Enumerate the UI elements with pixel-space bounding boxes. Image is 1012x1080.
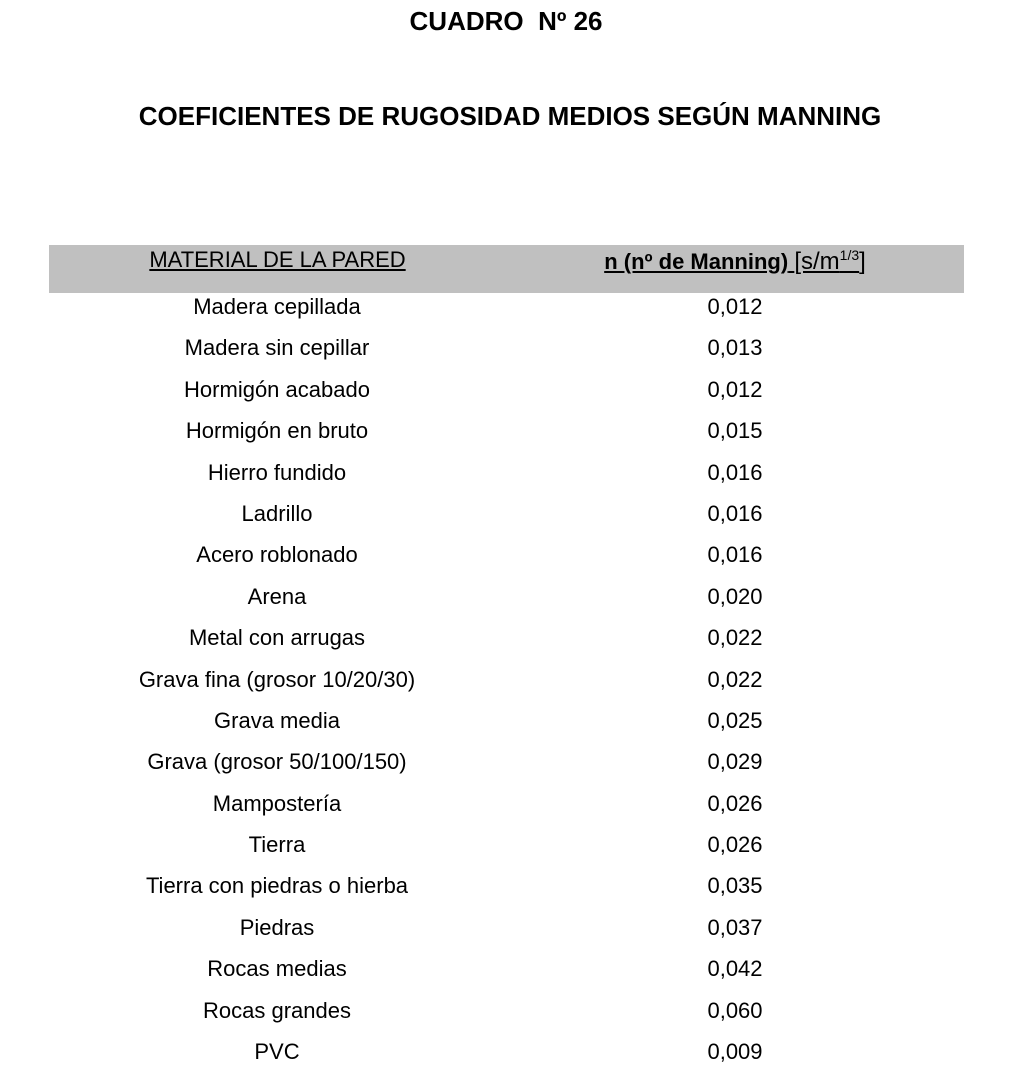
material-cell: Grava (grosor 50/100/150)	[147, 749, 407, 775]
table-number: CUADRO Nº 26	[409, 6, 603, 36]
manning-unit-base: [s/m	[794, 248, 840, 275]
material-cell: PVC	[254, 1039, 300, 1065]
column-header-manning: n (nº de Manning) [s/m1/3]	[535, 248, 935, 276]
manning-value-cell: 0,015	[707, 418, 763, 444]
table-row: Rocas grandes 0,060	[0, 991, 1012, 1032]
material-cell: Madera cepillada	[193, 294, 361, 319]
material-cell: Arena	[247, 583, 307, 609]
material-cell: Tierra	[248, 832, 306, 858]
table-row: Rocas medias 0,042	[0, 949, 1012, 990]
material-cell: Grava fina (grosor 10/20/30)	[138, 666, 416, 692]
table-row: Mampostería 0,026	[0, 784, 1012, 825]
material-cell: Piedras	[239, 914, 315, 940]
table-row: Grava fina (grosor 10/20/30) 0,022	[0, 660, 1012, 701]
table-row: Tierra 0,026	[0, 825, 1012, 866]
table-row: PVC 0,009	[0, 1032, 1012, 1073]
manning-value-cell: 0,029	[707, 749, 763, 775]
manning-value-cell: 0,016	[707, 459, 763, 485]
material-cell: Metal con arrugas	[188, 625, 366, 651]
page-title: COEFICIENTES DE RUGOSIDAD MEDIOS SEGÚN M…	[138, 101, 882, 131]
table-row: Grava (grosor 50/100/150) 0,029	[0, 742, 1012, 783]
manning-value-cell: 0,020	[707, 583, 763, 609]
manning-value-cell: 0,022	[707, 625, 763, 651]
manning-value-cell: 0,026	[707, 790, 763, 816]
manning-value-cell: 0,035	[707, 873, 763, 899]
table-row: Ladrillo 0,016	[0, 494, 1012, 535]
table-header-band	[49, 245, 964, 293]
table-row: Metal con arrugas 0,022	[0, 618, 1012, 659]
table-row: Hormigón acabado 0,012	[0, 370, 1012, 411]
material-cell: Hormigón acabado	[184, 376, 370, 402]
table-row: Tierra con piedras o hierba 0,035	[0, 866, 1012, 907]
material-cell: Acero roblonado	[196, 542, 358, 568]
manning-value-cell: 0,009	[707, 1039, 763, 1065]
table-row: Acero roblonado 0,016	[0, 535, 1012, 576]
table-row: Hormigón en bruto 0,015	[0, 411, 1012, 452]
manning-value-cell: 0,012	[707, 294, 763, 319]
material-cell: Hormigón en bruto	[185, 418, 369, 444]
material-cell: Ladrillo	[241, 500, 313, 526]
table-body: Madera cepillada 0,012 Madera sin cepillar…	[0, 287, 1012, 1073]
manning-value-cell: 0,042	[707, 956, 763, 982]
manning-value-cell: 0,013	[707, 335, 763, 361]
manning-value-cell: 0,016	[707, 500, 763, 526]
table-row: Arena 0,020	[0, 577, 1012, 618]
manning-unit: [s/m1/3]	[794, 248, 865, 275]
table-row: Piedras 0,037	[0, 908, 1012, 949]
manning-value-cell: 0,022	[707, 666, 763, 692]
table-row: Grava media 0,025	[0, 701, 1012, 742]
material-cell: Grava media	[214, 707, 340, 733]
manning-unit-exponent: 1/3	[839, 247, 860, 263]
manning-value-cell: 0,012	[707, 376, 763, 402]
manning-value-cell: 0,060	[707, 997, 763, 1023]
table-row: Madera cepillada 0,012	[0, 287, 1012, 328]
material-cell: Hierro fundido	[207, 459, 347, 485]
column-header-material: MATERIAL DE LA PARED	[149, 247, 406, 272]
manning-label: n (nº de Manning)	[604, 249, 789, 274]
manning-value-cell: 0,025	[707, 707, 763, 733]
manning-unit-close: ]	[859, 248, 866, 275]
manning-value-cell: 0,016	[707, 542, 763, 568]
material-cell: Madera sin cepillar	[184, 335, 370, 361]
table-row: Madera sin cepillar 0,013	[0, 328, 1012, 369]
manning-value-cell: 0,037	[707, 914, 763, 940]
table-row: Hierro fundido 0,016	[0, 453, 1012, 494]
material-cell: Rocas medias	[207, 956, 347, 982]
material-cell: Rocas grandes	[203, 997, 351, 1023]
material-cell: Mampostería	[212, 790, 342, 816]
material-cell: Tierra con piedras o hierba	[145, 873, 409, 899]
manning-value-cell: 0,026	[707, 832, 763, 858]
